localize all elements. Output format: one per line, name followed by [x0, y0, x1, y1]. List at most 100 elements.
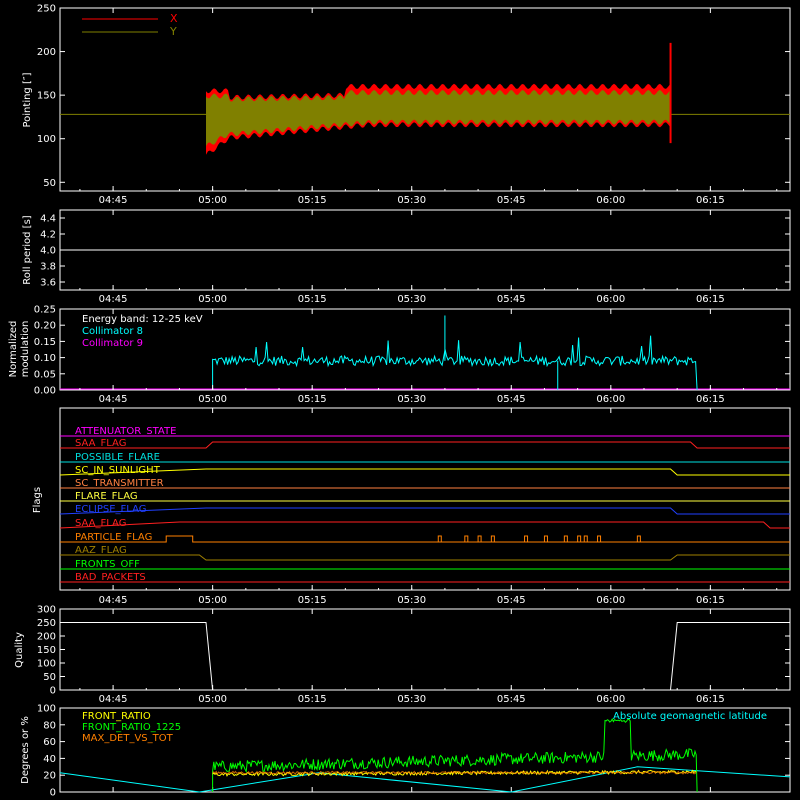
y-tick-label: 50: [43, 178, 56, 189]
particle-blip: [583, 535, 588, 543]
ratio-legend: FRONT_RATIOFRONT_RATIO_1225MAX_DET_VS_TO…: [82, 711, 181, 744]
panel-ratio: 0 20 40 60 80 100 Degrees or % FRONT_RATIOFRO…: [20, 704, 791, 799]
x-tick-label: 05:30: [397, 195, 426, 206]
x-tick-label: 05:00: [198, 595, 227, 606]
panel-roll: 3.6 3.8 4.0 4.2 4.4 Roll period [s] 04:45 05:…: [22, 209, 791, 305]
ratio-frame: [59, 707, 791, 793]
y-tick-label: 80: [43, 720, 56, 731]
front-ratio-1225-series: [212, 718, 698, 793]
pointing-ylabel: Pointing [″]: [22, 72, 33, 127]
x-tick-label: 05:45: [497, 694, 526, 705]
max-det-vs-tot-series: [212, 770, 697, 775]
quality-yticks: 0 50 100 150 200 250 300: [37, 605, 790, 697]
ratio-series-group: [59, 718, 791, 793]
flags-xticks: 04:45 05:00 05:15 05:30 05:45 06:00 06:15: [79, 408, 778, 606]
flag-label-3: SC_IN_SUNLIGHT: [75, 465, 161, 476]
y-tick-label: 0.15: [34, 337, 56, 348]
legend-label-y: Y: [169, 25, 177, 38]
flags-series-group: ATTENUATOR_STATESAA_FLAGPOSSIBLE_FLARESC…: [59, 426, 790, 583]
particle-blip: [524, 535, 529, 543]
flag-line-9: [60, 554, 790, 561]
x-tick-label: 05:00: [198, 294, 227, 305]
pointing-legend: XY: [82, 12, 178, 38]
y-tick-label: 20: [43, 771, 56, 782]
flag-line-1: [60, 441, 790, 449]
x-tick-label: 05:15: [298, 195, 327, 206]
y-tick-label: 300: [37, 605, 56, 616]
x-tick-label: 04:45: [99, 294, 128, 305]
y-tick-label: 0.10: [34, 353, 56, 364]
x-tick-label: 05:00: [198, 195, 227, 206]
y-tick-label: 3.8: [40, 262, 56, 273]
y-tick-label: 40: [43, 754, 56, 765]
flag-label-11: BAD_PACKETS: [75, 572, 146, 583]
y-tick-label: 100: [37, 704, 56, 715]
flag-line-8: [60, 535, 790, 543]
modulation-ylabel-line2: modulation: [20, 321, 31, 378]
x-tick-label: 06:00: [596, 294, 625, 305]
panel-quality: 0 50 100 150 200 250 300 Quality 04:45 05:00 05:…: [14, 605, 791, 705]
modulation-legend-item: Energy band: 12-25 keV: [82, 314, 203, 325]
quality-xticks: 04:45 05:00 05:15 05:30 05:45 06:00 06:15: [79, 609, 778, 705]
x-tick-label: 05:45: [497, 294, 526, 305]
flag-label-0: ATTENUATOR_STATE: [75, 426, 176, 437]
x-tick-label: 06:00: [596, 394, 625, 405]
roll-yticks: 3.6 3.8 4.0 4.2 4.4: [40, 214, 790, 289]
series-y-envelope: [206, 89, 670, 146]
x-tick-label: 06:15: [696, 595, 725, 606]
particle-blip: [577, 535, 582, 543]
x-tick-label: 05:30: [397, 694, 426, 705]
y-tick-label: 150: [37, 91, 56, 102]
quality-series-group: [60, 622, 790, 691]
modulation-frame: [59, 308, 791, 391]
flags-ylabel: Flags: [32, 487, 43, 513]
modulation-xticks: 04:45 05:00 05:15 05:30 05:45 06:00 06:15: [79, 309, 778, 405]
ratio-legend-item: FRONT_RATIO: [82, 711, 151, 722]
y-tick-label: 0.25: [34, 305, 56, 316]
flag-label-8: PARTICLE_FLAG: [75, 532, 152, 543]
x-tick-label: 06:00: [596, 195, 625, 206]
pointing-frame: [59, 7, 791, 192]
flag-line-3: [59, 468, 790, 476]
x-tick-label: 06:00: [596, 595, 625, 606]
x-tick-label: 06:15: [696, 294, 725, 305]
particle-blip: [477, 535, 482, 543]
flag-label-4: SC_TRANSMITTER: [75, 478, 164, 489]
x-tick-label: 05:30: [397, 595, 426, 606]
y-tick-label: 0: [50, 686, 56, 697]
y-tick-label: 250: [37, 618, 56, 629]
ratio-ylabel: Degrees or %: [20, 716, 31, 784]
flag-label-1: SAA_FLAG: [75, 438, 126, 449]
particle-blip: [543, 535, 548, 543]
y-tick-label: 50: [43, 672, 56, 683]
x-tick-label: 05:15: [298, 394, 327, 405]
panel-pointing: 50 100 150 200 250 Pointing [″] XY 04:45 05:0…: [22, 4, 791, 206]
quality-ylabel: Quality: [14, 632, 25, 668]
x-tick-label: 06:00: [596, 694, 625, 705]
y-tick-label: 4.2: [40, 230, 56, 241]
particle-blip: [437, 535, 442, 543]
particle-blip: [490, 535, 495, 543]
x-tick-label: 04:45: [99, 195, 128, 206]
x-tick-label: 05:15: [298, 294, 327, 305]
particle-blip: [597, 535, 602, 543]
y-tick-label: 0.20: [34, 321, 56, 332]
modulation-yticks: 0.00 0.05 0.10 0.15 0.20 0.25: [34, 305, 790, 397]
x-tick-label: 04:45: [99, 595, 128, 606]
x-tick-label: 05:00: [198, 394, 227, 405]
y-tick-label: 100: [37, 659, 56, 670]
y-tick-label: 250: [37, 4, 56, 15]
pointing-xticks: 04:45 05:00 05:15 05:30 05:45 06:00 06:15: [79, 8, 778, 206]
collimator-8-series: [212, 335, 698, 391]
flag-label-10: FRONTS_OFF: [75, 559, 140, 570]
flag-label-2: POSSIBLE_FLARE: [75, 452, 160, 463]
x-tick-label: 05:15: [298, 694, 327, 705]
roll-ylabel: Roll period [s]: [22, 215, 33, 284]
panel-flags: ATTENUATOR_STATESAA_FLAGPOSSIBLE_FLARESC…: [32, 407, 791, 606]
quality-series-line: [60, 622, 790, 691]
flag-label-7: SAA_FLAG: [75, 518, 126, 529]
flag-line-6: [59, 507, 790, 515]
particle-blip: [636, 535, 641, 543]
ratio-yticks: 0 20 40 60 80 100: [37, 704, 790, 799]
geomagnetic-latitude-series: [59, 766, 791, 793]
